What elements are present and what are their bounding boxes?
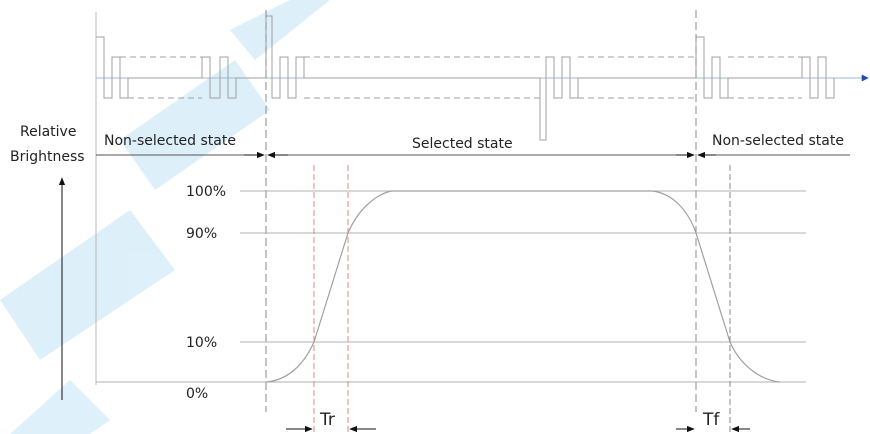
drive-waveform — [95, 12, 869, 385]
state-right-label: Non-selected state — [712, 133, 844, 149]
state-labels: Non-selected state Selected state Non-se… — [96, 133, 850, 159]
y-axis-label-line1: Relative — [20, 124, 76, 140]
state-left-label: Non-selected state — [104, 133, 236, 149]
fall-time-label: Tf — [702, 410, 720, 430]
state-middle-label: Selected state — [412, 136, 513, 152]
level-label-full: 100% — [186, 184, 226, 200]
level-label-ten: 10% — [186, 335, 217, 351]
timing-markers: Tr Tf — [286, 165, 750, 433]
y-axis-label-line2: Brightness — [10, 149, 85, 165]
state-boundaries — [265, 10, 697, 412]
level-lines: 100% 90% 10% 0% — [96, 184, 806, 402]
rise-time-label: Tr — [319, 410, 335, 430]
brightness-curve — [265, 190, 781, 383]
level-label-zero: 0% — [186, 386, 208, 402]
level-label-ninety: 90% — [186, 226, 217, 242]
y-axis: Relative Brightness — [10, 124, 85, 400]
watermark — [0, 0, 330, 434]
